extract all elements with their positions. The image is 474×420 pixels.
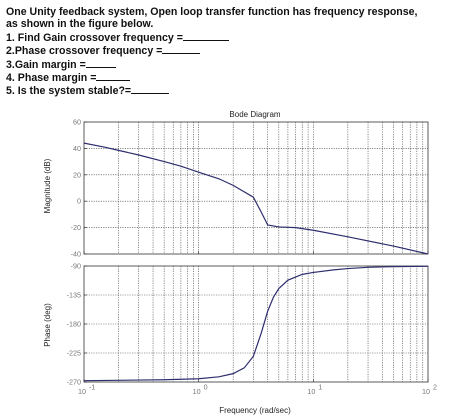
x-tick-exponent: 2 — [433, 383, 437, 392]
frequency-axis-label: Frequency (rad/sec) — [219, 406, 291, 415]
phase-axis-label: Phase (deg) — [43, 303, 52, 347]
question-item-text: 1. Find Gain crossover frequency = — [6, 31, 183, 44]
x-tick-exponent: 0 — [204, 383, 208, 392]
chart-title: Bode Diagram — [229, 110, 280, 119]
question-item-text: 3.Gain margin = — [6, 58, 86, 71]
y-tick-label: -180 — [67, 320, 81, 329]
x-tick-label: 10 — [422, 387, 430, 396]
x-tick-exponent: -1 — [89, 383, 95, 392]
y-tick-label: 20 — [73, 170, 81, 179]
magnitude-plot: 60 40 20 0 -20 -40 — [71, 118, 429, 259]
question-items: 1. Find Gain crossover frequency = 2.Phas… — [6, 31, 470, 98]
x-tick-exponent: 1 — [318, 383, 322, 392]
y-tick-label: 40 — [73, 144, 81, 153]
answer-blank — [131, 84, 170, 95]
y-tick-label: -135 — [67, 291, 81, 300]
question-item: 3.Gain margin = — [6, 58, 470, 71]
question-item: 1. Find Gain crossover frequency = — [6, 31, 470, 44]
y-tick-label: -90 — [71, 262, 81, 271]
y-tick-label: 60 — [73, 118, 81, 127]
question-item-text: 4. Phase margin = — [6, 72, 97, 85]
answer-blank — [162, 44, 201, 55]
y-tick-label: -20 — [71, 223, 81, 232]
question-intro-line2: as shown in the figure below. — [6, 18, 154, 31]
question-item: 2.Phase crossover frequency = — [6, 44, 470, 57]
y-tick-label: 0 — [77, 197, 81, 206]
question-item: 5. Is the system stable?= — [6, 84, 470, 97]
question-intro-line1: One Unity feedback system, Open loop tra… — [6, 6, 418, 18]
answer-blank — [96, 71, 131, 82]
question-item-text: 5. Is the system stable?= — [6, 85, 132, 98]
x-tick-label: 10 — [78, 387, 86, 396]
y-tick-label: -225 — [67, 349, 81, 358]
answer-blank — [85, 58, 116, 68]
y-tick-label: -40 — [71, 250, 81, 259]
question-item-text: 2.Phase crossover frequency = — [6, 45, 163, 58]
answer-blank — [182, 31, 229, 41]
series-line — [83, 142, 429, 255]
series-line — [83, 265, 429, 382]
question-text: One Unity feedback system, Open loop tra… — [6, 6, 470, 98]
x-tick-label: 10 — [193, 387, 201, 396]
plot-frame — [83, 121, 429, 255]
magnitude-axis-label: Magnitude (dB) — [43, 158, 52, 213]
question-item: 4. Phase margin = — [6, 71, 470, 84]
y-tick-label: -270 — [67, 378, 81, 387]
x-tick-label: 10 — [307, 387, 315, 396]
